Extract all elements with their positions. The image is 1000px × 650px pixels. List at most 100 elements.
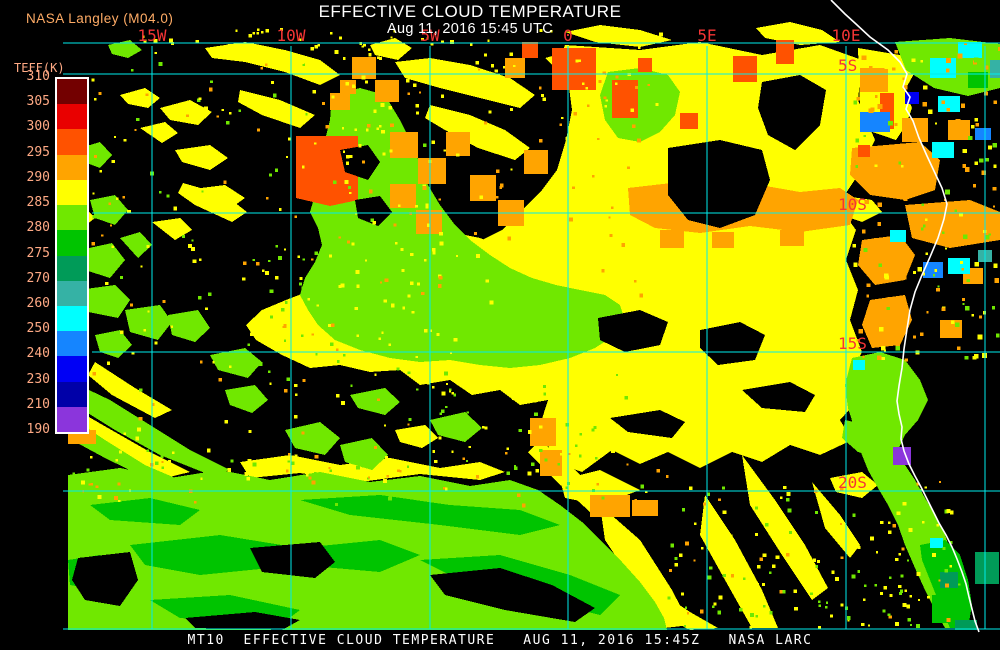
speckle [439,412,443,416]
speckle [864,584,867,587]
speckle [870,536,874,541]
speckle [874,583,878,587]
speckle [874,95,878,98]
speckle [88,483,91,486]
speckle [154,52,157,55]
speckle [667,596,671,600]
speckle [238,109,241,112]
speckle [639,293,644,298]
speckle [188,244,192,248]
speckle [443,487,446,490]
speckle [641,141,645,145]
speckle [984,91,988,96]
speckle [162,299,166,303]
cloud-block-orange [780,230,804,246]
speckle [861,623,865,627]
speckle [703,502,707,506]
speckle [598,284,601,287]
cloud-shape-yellow [238,90,315,128]
speckle [754,618,758,622]
speckle [206,448,211,453]
speckle [200,477,203,480]
speckle [328,467,331,470]
cloud-block-orangered [612,80,638,118]
speckle [535,469,539,473]
speckle [996,333,1000,338]
speckle [426,223,431,228]
speckle [257,28,260,32]
speckle [711,605,715,609]
cloud-shape-black [72,552,138,606]
speckle [962,148,967,154]
speckle [451,450,454,453]
speckle [353,266,357,269]
speckle [857,570,861,573]
speckle [785,497,790,502]
speckle [301,431,305,435]
speckle [899,589,903,593]
cloud-block-orange [330,93,350,110]
speckle [894,123,898,126]
speckle [223,180,227,184]
cloud-block-orange [632,500,658,516]
speckle [981,353,987,359]
lat-label-5S: 5S [838,56,857,75]
speckle [335,348,339,352]
cloud-block-orange [712,232,734,248]
speckle [467,369,471,373]
cloud-block-orange [416,210,442,234]
speckle [434,459,438,464]
speckle [287,137,291,141]
speckle [243,261,247,265]
cloud-shape-chartreuse [300,88,625,368]
speckle [342,127,345,130]
speckle [301,165,305,169]
speckle [707,575,712,580]
speckle [834,577,839,581]
speckle [868,161,873,166]
speckle [123,138,127,142]
speckle [595,457,598,460]
speckle [927,595,930,599]
lon-label-10W: 10W [277,26,306,45]
speckle [551,231,555,236]
speckle [877,355,882,360]
speckle [937,285,940,288]
cloud-block-teal [990,60,1000,78]
speckle [400,487,404,491]
speckle [488,110,492,114]
speckle [160,454,164,458]
speckle [475,60,480,65]
speckle [351,242,355,246]
speckle [630,108,634,112]
speckle [916,482,920,486]
speckle [302,258,305,261]
colorbar-segment-5 [57,205,87,231]
speckle [982,311,986,315]
speckle [455,254,459,257]
speckle [883,349,887,352]
speckle [379,281,382,284]
speckle [582,82,585,86]
lon-label-5E: 5E [697,26,716,45]
speckle [209,480,212,483]
speckle [815,565,819,568]
speckle [993,164,997,168]
speckle [81,480,86,485]
cloud-block-cyan [853,360,865,370]
speckle [569,217,573,222]
speckle [494,69,498,73]
speckle [957,217,962,223]
speckle [294,383,298,388]
speckle [954,209,958,213]
speckle [134,129,137,132]
speckle [335,503,339,507]
speckle [310,46,314,51]
speckle [221,109,224,112]
speckle [138,416,143,421]
speckle [217,47,221,51]
speckle [906,604,910,609]
speckle [104,473,108,477]
speckle [684,541,689,546]
